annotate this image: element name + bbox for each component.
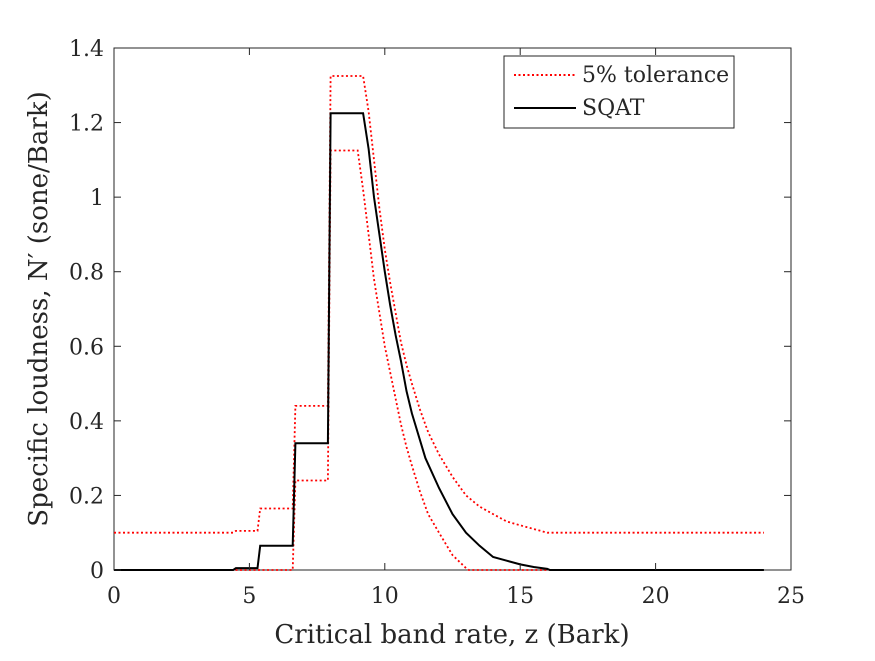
y-tick-label: 0.2 (69, 484, 104, 509)
y-tick-label: 1.2 (69, 112, 104, 137)
x-tick-label: 0 (107, 584, 121, 609)
y-tick-label: 1.4 (69, 37, 104, 62)
x-tick-label: 25 (777, 584, 805, 609)
legend: 5% tolerance SQAT (503, 55, 735, 129)
x-tick-label: 10 (371, 584, 399, 609)
series-line-1 (114, 149, 764, 571)
plot-area (113, 47, 792, 571)
legend-label-sqat: SQAT (582, 96, 645, 121)
y-tick-label: 0 (90, 559, 104, 584)
x-axis-label: Critical band rate, z (Bark) (274, 620, 629, 650)
y-tick-label: 1 (90, 186, 104, 211)
series-line-2 (114, 112, 764, 571)
legend-label-tolerance: 5% tolerance (582, 63, 729, 88)
y-axis-label: Specific loudness, N′ (sone/Bark) (24, 91, 54, 526)
y-tick-label: 0.4 (69, 410, 104, 435)
legend-box (503, 55, 735, 129)
x-tick-label: 20 (642, 584, 670, 609)
y-tick-label: 0.6 (69, 335, 104, 360)
y-tick-label: 0.8 (69, 261, 104, 286)
x-tick-label: 5 (242, 584, 256, 609)
x-tick-label: 15 (506, 584, 534, 609)
